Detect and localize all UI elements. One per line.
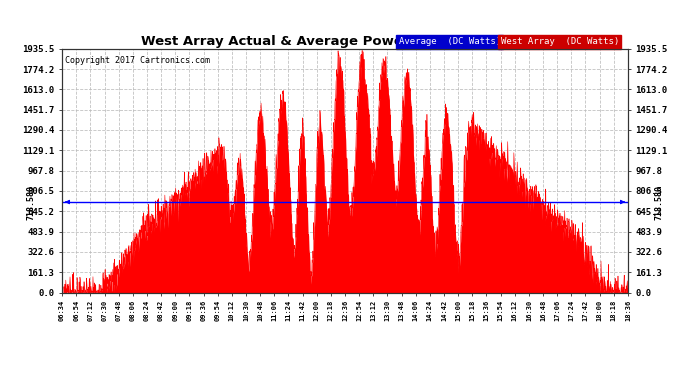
Text: Copyright 2017 Cartronics.com: Copyright 2017 Cartronics.com bbox=[65, 56, 210, 65]
Title: West Array Actual & Average Power Mon Sep 18 18:53: West Array Actual & Average Power Mon Se… bbox=[141, 34, 549, 48]
Text: Average  (DC Watts): Average (DC Watts) bbox=[399, 38, 501, 46]
Text: 718.580: 718.580 bbox=[26, 184, 35, 219]
Text: 718.580: 718.580 bbox=[655, 184, 664, 219]
Text: West Array  (DC Watts): West Array (DC Watts) bbox=[501, 38, 619, 46]
